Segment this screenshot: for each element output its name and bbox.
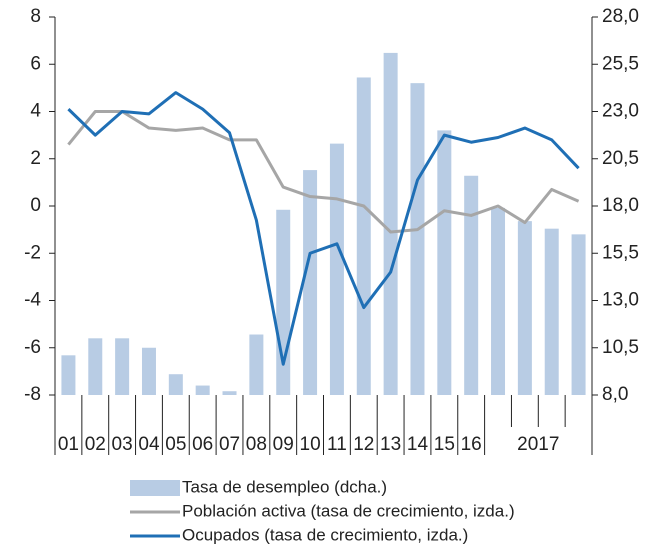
legend-label: Tasa de desempleo (dcha.) [182, 477, 387, 496]
bar [491, 207, 506, 395]
bar [115, 338, 130, 395]
y2-tick-label: 10,5 [602, 337, 639, 358]
bar [195, 385, 210, 395]
bar [222, 391, 237, 395]
y2-tick-label: 25,5 [602, 53, 639, 74]
y-tick-label: -2 [24, 242, 41, 263]
y2-tick-label: 13,0 [602, 290, 639, 311]
y-tick-label: 8 [30, 6, 41, 27]
legend-label: Ocupados (tasa de crecimiento, izda.) [182, 525, 468, 544]
line [67, 91, 580, 366]
x-tick-label: 08 [246, 434, 267, 455]
y-tick-label: 4 [30, 101, 41, 122]
y-tick-label: 6 [30, 53, 41, 74]
x-tick-label: 15 [434, 434, 455, 455]
bar [168, 374, 183, 395]
bar [303, 170, 318, 395]
y-tick-label: -6 [24, 337, 41, 358]
bar [517, 221, 532, 395]
y2-tick-label: 28,0 [602, 6, 639, 27]
x-tick-label: 04 [138, 434, 160, 455]
bar [141, 347, 156, 395]
x-tick-label: 05 [165, 434, 186, 455]
x-tick-label: 13 [380, 434, 401, 455]
bar [88, 338, 103, 395]
legend-swatch [130, 480, 180, 496]
bar [464, 175, 479, 395]
x-tick-label: 02 [85, 434, 106, 455]
y-tick-label: 2 [30, 148, 41, 169]
y-tick-label: -4 [24, 290, 41, 311]
bar [571, 234, 586, 395]
y-tick-label: -8 [24, 384, 41, 405]
x-tick-label: 12 [353, 434, 374, 455]
bar [383, 52, 398, 395]
x-tick-label: 10 [300, 434, 321, 455]
y-tick-label: 0 [30, 195, 41, 216]
bar [61, 355, 76, 395]
x-tick-label: 16 [461, 434, 482, 455]
bar [356, 77, 371, 395]
bar [544, 228, 559, 395]
x-tick-label: 06 [192, 434, 213, 455]
x-tick-label: 11 [327, 434, 347, 455]
x-tick-label: 01 [58, 434, 79, 455]
bar [276, 209, 291, 395]
y2-tick-label: 18,0 [602, 195, 639, 216]
x-tick-label: 03 [112, 434, 133, 455]
x-tick-label: 09 [273, 434, 294, 455]
legend-label: Población activa (tasa de crecimiento, i… [182, 501, 515, 520]
line [67, 110, 580, 234]
bar [437, 130, 452, 395]
bar [329, 143, 344, 395]
bar [249, 334, 264, 395]
y2-tick-label: 23,0 [602, 101, 639, 122]
bar [410, 83, 425, 396]
x-tick-label: 07 [219, 434, 240, 455]
y2-tick-label: 20,5 [602, 148, 639, 169]
x-tick-label: 14 [407, 434, 429, 455]
y2-tick-label: 8,0 [602, 384, 628, 405]
y2-tick-label: 15,5 [602, 242, 639, 263]
x-group-label: 2017 [517, 434, 559, 455]
